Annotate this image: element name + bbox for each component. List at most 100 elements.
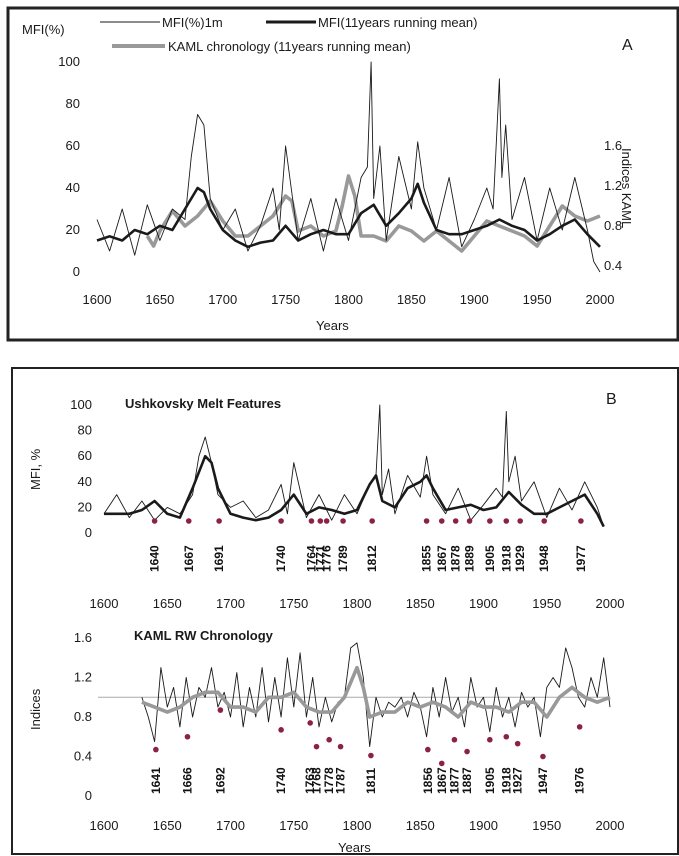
panel-b-top-y-tick-80: 80 — [78, 423, 92, 438]
panel-b-top-minimum-label-1740: 1740 — [274, 545, 288, 572]
panel-b-top-minimum-marker-1740 — [278, 518, 284, 524]
panel-b-bot-y-tick-0: 0 — [85, 788, 92, 803]
panel-b-top-minimum-marker-1905 — [487, 518, 493, 524]
panel-b-bot-minimum-marker-1666 — [184, 733, 191, 740]
panel-a-x-tick-1600: 1600 — [83, 292, 112, 307]
panel-b: B Ushkovsky Melt Features MFI, % KAML RW… — [11, 367, 679, 855]
panel-b-bot-minimum-label-1867: 1867 — [435, 767, 449, 794]
panel-a-frame — [6, 6, 679, 342]
panel-a-y-tick-60: 60 — [66, 138, 80, 153]
panel-b-top-minimum-label-1929: 1929 — [513, 545, 527, 572]
panel-b-bot-minimum-label-1763: 1763 — [303, 767, 317, 794]
panel-b-bot-y-tick-1.6: 1.6 — [74, 630, 92, 645]
legend-kaml-label: KAML chronology (11years running mean) — [168, 39, 411, 54]
panel-b-top-minimum-marker-1867 — [438, 518, 445, 524]
panel-b-top-y-tick-40: 40 — [78, 474, 92, 489]
panel-b-top-minimum-label-1878: 1878 — [449, 545, 463, 572]
panel-b-top-minimum-label-1948: 1948 — [537, 545, 551, 572]
panel-b-bot-minimum-marker-1692 — [217, 707, 224, 713]
panel-b-top-x-tick-1650: 1650 — [153, 596, 182, 611]
panel-b-top-series-thin — [103, 404, 605, 527]
panel-b-bot-minimum-label-1811: 1811 — [364, 768, 378, 794]
panel-a-x-tick-1650: 1650 — [145, 292, 174, 307]
panel-b-top-minimum-marker-1789 — [340, 518, 346, 524]
legend-thick-label: MFI(11years running mean) — [318, 15, 477, 30]
panel-b-top-minimum-marker-1691 — [216, 518, 222, 524]
panel-b-top-minimum-marker-1878 — [452, 518, 459, 524]
panel-b-bot-minimum-marker-1918 — [503, 733, 510, 740]
panel-b-bot-minimum-label-1740: 1740 — [274, 767, 288, 794]
panel-b-bottom-ylabel: Indices — [28, 688, 43, 730]
panel-a-series-thin — [96, 61, 601, 273]
panel-b-bottom-title: KAML RW Chronology — [134, 628, 274, 643]
panel-b-top-y-tick-0: 0 — [85, 525, 92, 540]
panel-a-x-tick-1850: 1850 — [397, 292, 426, 307]
panel-b-bot-minimum-marker-1976 — [576, 724, 583, 730]
panel-a-ylabel: MFI(%) — [22, 22, 65, 37]
panel-b-frame — [11, 367, 679, 855]
panel-b-bot-x-tick-1800: 1800 — [343, 818, 372, 833]
panel-a-y2-tick-0.8: 0.8 — [604, 218, 622, 233]
panel-a-x-tick-1900: 1900 — [460, 292, 489, 307]
panel-b-top-minimum-marker-1918 — [503, 518, 510, 524]
panel-b-xlabel: Years — [338, 840, 371, 855]
panel-b-top-minimum-label-1812: 1812 — [365, 545, 379, 572]
panel-b-bot-x-tick-1650: 1650 — [153, 818, 182, 833]
panel-b-top-minimum-marker-1771 — [317, 518, 324, 524]
panel-b-top-minimum-label-1667: 1667 — [182, 545, 196, 572]
panel-b-bot-minimum-marker-1947 — [540, 753, 546, 760]
panel-b-bot-x-tick-1950: 1950 — [532, 818, 561, 833]
panel-b-bot-x-tick-1900: 1900 — [469, 818, 498, 833]
panel-b-bot-minimum-label-1927: 1927 — [511, 767, 525, 794]
panel-b-letter: B — [606, 391, 617, 408]
panel-b-bot-minimum-label-1666: 1666 — [180, 767, 194, 794]
panel-b-top-minimum-label-1889: 1889 — [463, 545, 477, 572]
panel-a-x-tick-1750: 1750 — [271, 292, 300, 307]
panel-b-bot-minimum-marker-1787 — [337, 743, 344, 750]
panel-a-x-tick-2000: 2000 — [586, 292, 615, 307]
panel-b-top-minimum-label-1855: 1855 — [420, 545, 434, 572]
panel-b-bot-minimum-marker-1905 — [487, 736, 493, 743]
panel-b-top-title: Ushkovsky Melt Features — [125, 396, 281, 411]
panel-a-plot: 0 20 40 60 80 100 0.4 0.8 1.2 1.6 1600 1650 1700 1750… — [58, 54, 622, 307]
panel-b-bot-y-tick-0.8: 0.8 — [74, 709, 92, 724]
panel-b-top-minimum-label-1640: 1640 — [148, 545, 162, 572]
panel-b-top-minimum-label-1867: 1867 — [435, 545, 449, 572]
panel-a-x-tick-1800: 1800 — [334, 292, 363, 307]
panel-b-bot-series-kaml — [141, 665, 611, 719]
panel-b-top-x-tick-1850: 1850 — [406, 596, 435, 611]
panel-b-top-x-tick-1700: 1700 — [216, 596, 245, 611]
panel-b-top-minimum-marker-1889 — [466, 518, 473, 524]
panel-b-top-minimum-marker-1764 — [308, 518, 315, 524]
panel-b-bot-minimum-label-1887: 1887 — [460, 767, 474, 794]
panel-b-bot-minimum-marker-1887 — [464, 748, 470, 755]
panel-a-y2-tick-1.2: 1.2 — [604, 178, 622, 193]
panel-b-bot-minimum-marker-1641 — [153, 746, 159, 753]
panel-a-x-tick-1700: 1700 — [208, 292, 237, 307]
panel-b-bot-minimum-marker-1856 — [425, 746, 431, 753]
panel-b-top-minimum-marker-1776 — [323, 518, 330, 524]
panel-b-bot-minimum-marker-1867 — [438, 760, 445, 767]
panel-b-top-minimum-marker-1948 — [541, 518, 548, 524]
panel-b-top-series-thick — [104, 454, 605, 528]
panel-b-bot-x-tick-2000: 2000 — [596, 818, 625, 833]
panel-b-top-minimum-label-1776: 1776 — [320, 545, 334, 572]
panel-b-top-minimum-label-1764: 1764 — [304, 545, 318, 572]
panel-b-bot-minimum-label-1692: 1692 — [213, 767, 227, 794]
panel-b-top-minimum-label-1691: 1691 — [212, 545, 226, 572]
panel-b-bot-minimum-label-1877: 1877 — [447, 767, 461, 794]
panel-a-y-tick-100: 100 — [58, 54, 80, 69]
panel-b-bot-minimum-marker-1778 — [326, 736, 332, 743]
panel-b-top-x-tick-1950: 1950 — [532, 596, 561, 611]
panel-b-bot-minimum-label-1641: 1641 — [149, 767, 163, 794]
panel-b-top-minimum-marker-1812 — [369, 518, 375, 524]
panel-b-top-minimum-label-1905: 1905 — [483, 545, 497, 572]
panel-b-bot-x-tick-1750: 1750 — [279, 818, 308, 833]
panel-a-right-label: Indices KAML — [619, 148, 634, 228]
panel-b-top-x-tick-1800: 1800 — [343, 596, 372, 611]
panel-a-series-kaml — [145, 174, 601, 253]
panel-a-y2-tick-1.6: 1.6 — [604, 138, 622, 153]
panel-a-legend: MFI(%)1m MFI(11years running mean) KAML … — [100, 15, 477, 54]
panel-b-bot-minimum-label-1947: 1947 — [536, 767, 550, 794]
